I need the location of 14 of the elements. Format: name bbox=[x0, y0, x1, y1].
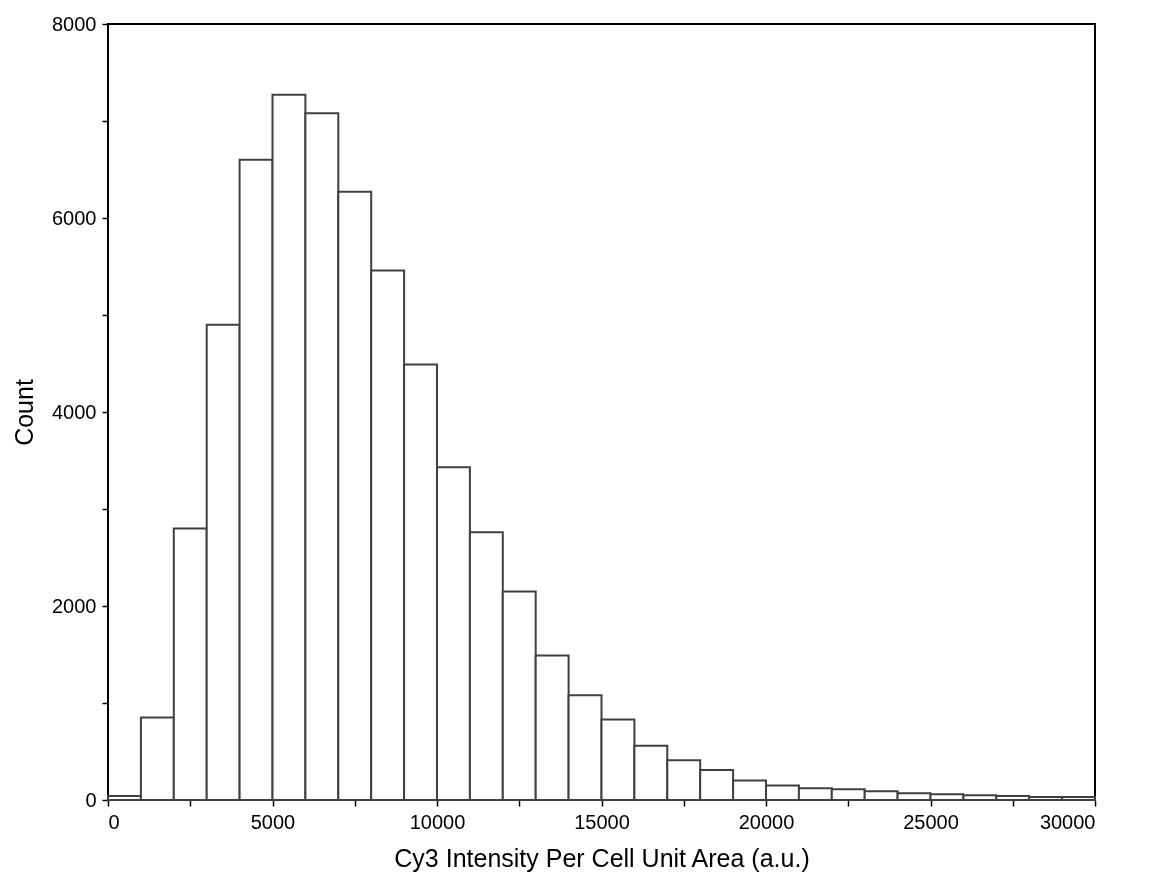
x-tick-label: 15000 bbox=[574, 810, 630, 833]
x-axis-title: Cy3 Intensity Per Cell Unit Area (a.u.) bbox=[394, 843, 810, 872]
y-tick-label: 2000 bbox=[52, 594, 97, 617]
x-tick-label: 25000 bbox=[903, 810, 959, 833]
x-tick-label: 30000 bbox=[1039, 810, 1096, 833]
y-tick-label: 0 bbox=[85, 788, 97, 811]
y-axis-title: Count bbox=[10, 379, 39, 446]
x-tick-label: 0 bbox=[108, 810, 120, 833]
x-tick-label: 20000 bbox=[738, 810, 795, 833]
x-tick-label: 5000 bbox=[250, 810, 296, 833]
y-tick-label: 4000 bbox=[52, 400, 97, 423]
y-tick-label: 6000 bbox=[52, 206, 97, 229]
y-tick-label: 8000 bbox=[52, 12, 97, 35]
x-tick-label: 10000 bbox=[409, 810, 466, 833]
